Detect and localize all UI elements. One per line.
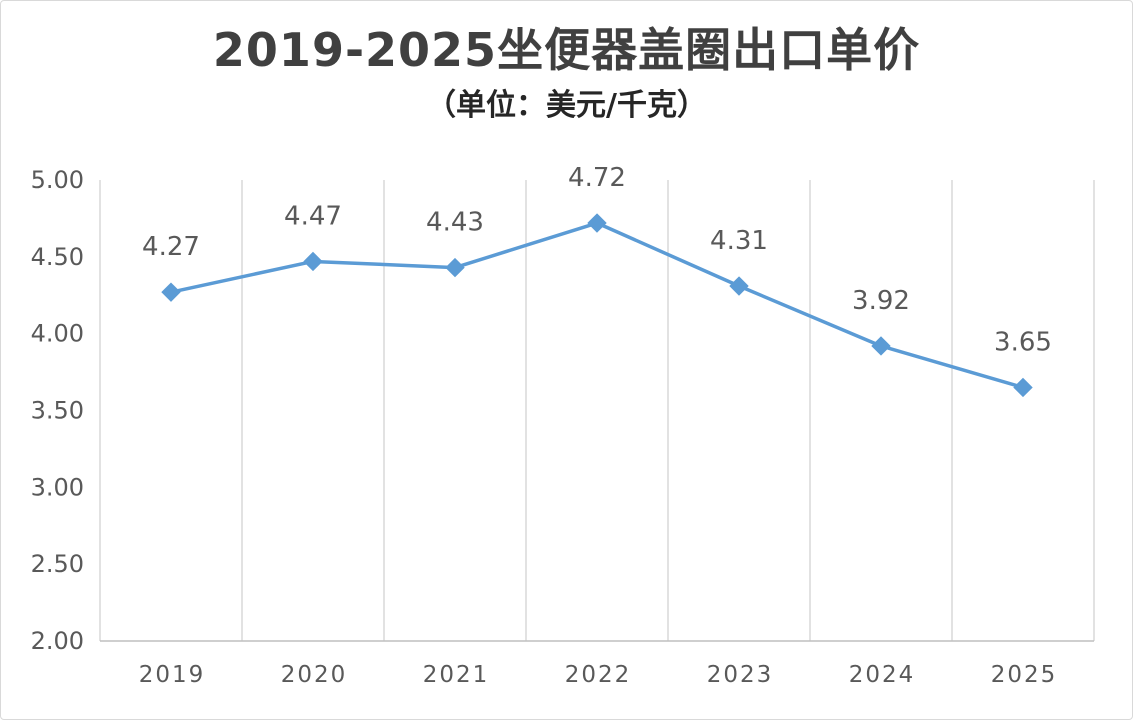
x-tick-label: 2019 xyxy=(139,662,206,688)
data-label: 4.47 xyxy=(284,201,342,231)
data-point-marker xyxy=(871,336,891,356)
data-label: 3.65 xyxy=(994,327,1052,357)
data-point-marker xyxy=(161,282,181,302)
data-label: 4.27 xyxy=(142,232,200,262)
y-tick-label: 2.00 xyxy=(31,627,84,655)
data-label: 4.31 xyxy=(710,226,768,256)
x-tick-label: 2024 xyxy=(849,662,916,688)
x-tick-label: 2020 xyxy=(281,662,348,688)
data-label: 4.72 xyxy=(568,163,626,193)
data-point-marker xyxy=(729,276,749,296)
data-point-marker xyxy=(1013,377,1033,398)
x-tick-label: 2022 xyxy=(565,662,632,688)
chart-title: 2019-2025坐便器盖圈出口单价 xyxy=(212,23,921,77)
data-point-marker xyxy=(587,213,607,233)
chart-subtitle: （单位：美元/千克） xyxy=(426,88,707,123)
data-label: 3.92 xyxy=(852,286,910,316)
y-tick-label: 3.00 xyxy=(31,473,84,501)
x-tick-label: 2025 xyxy=(991,662,1058,688)
y-tick-label: 5.00 xyxy=(31,166,84,194)
data-point-marker xyxy=(445,257,465,278)
data-point-marker xyxy=(303,251,323,272)
x-tick-label: 2023 xyxy=(707,662,774,688)
y-tick-label: 2.50 xyxy=(31,550,84,578)
y-tick-label: 4.50 xyxy=(31,243,84,271)
y-tick-label: 4.00 xyxy=(31,320,84,348)
y-tick-label: 3.50 xyxy=(31,397,84,425)
data-label: 4.43 xyxy=(426,208,484,238)
x-tick-label: 2021 xyxy=(423,662,490,688)
